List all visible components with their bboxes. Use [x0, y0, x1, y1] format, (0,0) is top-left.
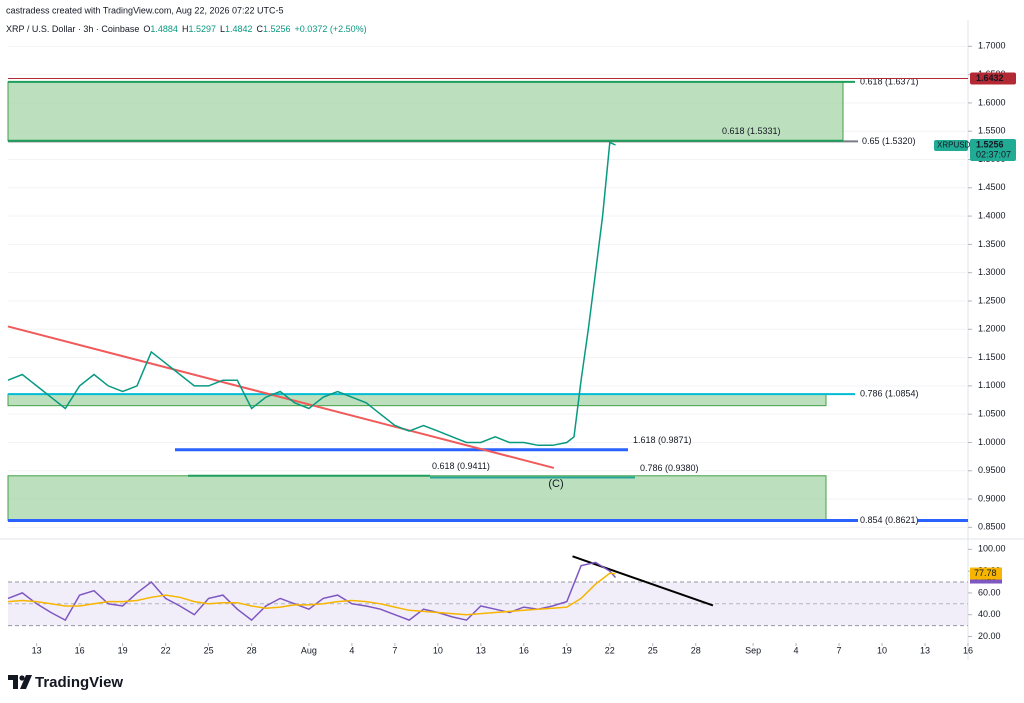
y-tick-label: 0.8500 [978, 522, 1006, 532]
y-tick-label: 0.9000 [978, 493, 1006, 503]
x-tick-label: 7 [392, 645, 397, 655]
ohlc-value: 1.4884 [150, 24, 178, 34]
ohlc-value: 1.5297 [188, 24, 216, 34]
ohlc-value: 1.4842 [225, 24, 253, 34]
level-label: 0.618 (1.6371) [860, 76, 919, 86]
x-tick-label: 25 [648, 645, 658, 655]
level-label-bg [858, 388, 918, 401]
x-tick-label: Sep [745, 645, 761, 655]
y-tick-label: 1.2500 [978, 295, 1006, 305]
x-tick-label: 13 [32, 645, 42, 655]
zone [7, 81, 844, 142]
x-tick-label: 4 [349, 645, 354, 655]
x-tick-label: 7 [837, 645, 842, 655]
symbol-tag [934, 140, 968, 152]
y-tick-label: 1.3500 [978, 239, 1006, 249]
y-tick-label: 1.4500 [978, 182, 1006, 192]
ohlc-key: C [257, 24, 264, 34]
series-line [7, 141, 616, 447]
attribution: castradess created with TradingView.com,… [6, 5, 284, 15]
symbol-line: XRP / U.S. Dollar · 3h · Coinbase O1.4884… [6, 24, 367, 34]
last-price-tag [970, 139, 1016, 162]
y-tick-label: 40.00 [978, 609, 1001, 619]
zone [7, 393, 827, 407]
x-tick-label: 4 [794, 645, 799, 655]
countdown: 02:37:07 [976, 149, 1011, 159]
level-label: 0.786 (1.0854) [860, 389, 919, 399]
level-label-bg [858, 514, 918, 527]
series-line [7, 572, 616, 616]
value-tag-label: 77.78 [974, 568, 997, 578]
trendline [572, 555, 714, 607]
x-tick-label: 16 [519, 645, 529, 655]
x-tick-label: 28 [247, 645, 257, 655]
x-tick-label: Aug [301, 645, 317, 655]
change: +0.0372 (+2.50%) [295, 24, 367, 34]
x-tick-label: 19 [118, 645, 128, 655]
ohlc-key: O [143, 24, 150, 34]
price-tag-label: 1.6432 [976, 73, 1004, 83]
y-tick-label: 1.6000 [978, 97, 1006, 107]
value-tag [970, 567, 1002, 580]
x-tick-label: 22 [605, 645, 615, 655]
trendline [7, 325, 555, 469]
y-tick-label: 100.00 [978, 544, 1006, 554]
x-tick-label: 25 [204, 645, 214, 655]
level-label-bg [860, 135, 920, 148]
last-price-label: 1.5256 [976, 139, 1004, 149]
level-label: 0.618 (0.9411) [432, 461, 490, 471]
price-tag [970, 72, 1016, 85]
y-tick-label: 60.00 [978, 587, 1001, 597]
x-tick-label: 28 [691, 645, 701, 655]
x-tick-label: 16 [963, 645, 973, 655]
y-tick-label: 1.1500 [978, 352, 1006, 362]
x-tick-label: 13 [920, 645, 930, 655]
symbol: XRP / U.S. Dollar · 3h · Coinbase [6, 24, 139, 34]
y-tick-label: 20.00 [978, 631, 1001, 641]
x-tick-label: 10 [433, 645, 443, 655]
zone [7, 475, 827, 521]
level-label: 0.65 (1.5320) [862, 136, 916, 146]
wave-label: (C) [548, 478, 563, 490]
x-tick-label: 13 [476, 645, 486, 655]
level-label: 0.786 (0.9380) [640, 463, 699, 473]
symbol-tag-label: XRPUSD [937, 141, 971, 150]
y-tick-label: 1.0500 [978, 409, 1006, 419]
y-tick-label: 1.0000 [978, 437, 1006, 447]
level-label: 0.854 (0.8621) [860, 515, 919, 525]
ohlc-key: H [182, 24, 189, 34]
ohlc-value: 1.5256 [263, 24, 291, 34]
y-tick-label: 1.7000 [978, 41, 1006, 51]
logo [8, 675, 32, 689]
x-tick-label: 10 [877, 645, 887, 655]
x-tick-label: 16 [75, 645, 85, 655]
brand: TradingView [35, 674, 123, 691]
x-tick-label: 19 [562, 645, 572, 655]
x-tick-label: 22 [161, 645, 171, 655]
y-tick-label: 1.1000 [978, 380, 1006, 390]
level-label: 1.618 (0.9871) [633, 435, 692, 445]
y-tick-label: 1.3000 [978, 267, 1006, 277]
y-tick-label: 1.2000 [978, 324, 1006, 334]
ohlc-key: L [220, 24, 225, 34]
level-label: 0.618 (1.5331) [722, 126, 781, 136]
y-tick-label: 1.4000 [978, 210, 1006, 220]
y-tick-label: 0.9500 [978, 465, 1006, 475]
y-tick-label: 1.5500 [978, 126, 1006, 136]
